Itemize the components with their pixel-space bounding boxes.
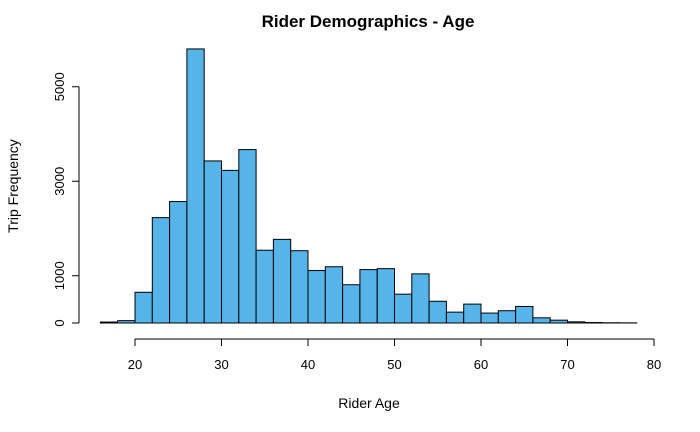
histogram-bar — [411, 273, 430, 324]
histogram-bar — [480, 312, 499, 324]
histogram-bar — [238, 149, 257, 324]
histogram-bar — [324, 266, 344, 324]
histogram-bar — [221, 169, 240, 324]
y-tick-label: 3000 — [52, 167, 67, 196]
histogram-bar — [151, 217, 171, 324]
x-axis: 20 30 40 50 60 70 80 — [128, 338, 661, 372]
histogram-bar — [463, 303, 482, 324]
histogram-bar — [169, 201, 188, 324]
x-tick-label: 70 — [560, 357, 574, 372]
y-axis-label: Trip Frequency — [5, 139, 21, 233]
histogram-bar — [567, 321, 586, 324]
y-tick-label: 0 — [52, 319, 67, 326]
histogram-bar — [186, 48, 205, 324]
histogram-bar — [428, 300, 447, 324]
x-tick-label: 50 — [387, 357, 401, 372]
histogram-bar — [497, 310, 517, 324]
histogram-bar — [359, 269, 378, 324]
x-tick-label: 20 — [128, 357, 142, 372]
bars-group — [99, 48, 638, 324]
histogram-bar — [117, 320, 136, 324]
histogram-bar — [290, 250, 309, 324]
x-axis-label: Rider Age — [338, 395, 400, 411]
histogram-bar — [255, 249, 274, 324]
y-axis: 0 1000 3000 5000 — [52, 72, 80, 327]
y-tick-label: 5000 — [52, 72, 67, 101]
histogram-bar — [342, 284, 361, 324]
x-tick-label: 30 — [214, 357, 228, 372]
histogram-bar — [549, 319, 569, 324]
histogram-bar — [445, 311, 465, 324]
histogram-bar — [134, 291, 153, 324]
x-tick-label: 80 — [647, 357, 661, 372]
histogram-bar — [376, 268, 396, 324]
x-tick-label: 40 — [301, 357, 315, 372]
histogram-bar — [99, 321, 119, 324]
x-tick-label: 60 — [474, 357, 488, 372]
histogram-bar — [515, 305, 534, 324]
histogram-bar — [203, 160, 222, 324]
chart-title: Rider Demographics - Age — [262, 12, 475, 31]
histogram-bar — [307, 270, 326, 324]
histogram-bar — [394, 293, 413, 324]
histogram-bar — [272, 238, 292, 324]
y-tick-label: 1000 — [52, 261, 67, 290]
histogram-bar — [532, 317, 551, 324]
